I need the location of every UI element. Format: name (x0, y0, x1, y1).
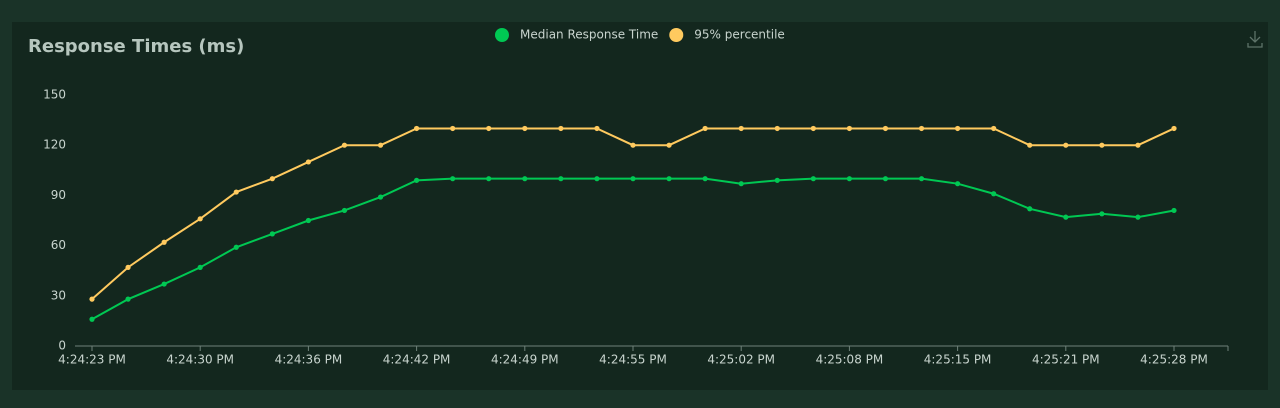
data-point (1063, 142, 1069, 148)
data-point (1027, 142, 1033, 148)
data-point (269, 231, 275, 237)
y-tick-label: 120 (43, 138, 66, 152)
data-point (810, 176, 816, 182)
data-point (197, 216, 203, 222)
chart-title: Response Times (ms) (28, 36, 244, 57)
data-point (89, 316, 95, 322)
data-point (558, 125, 564, 132)
x-tick-label: 4:25:21 PM (1032, 353, 1100, 367)
data-point (774, 177, 780, 183)
y-tick-label: 30 (51, 288, 66, 302)
data-point (702, 176, 708, 182)
data-point (594, 125, 600, 132)
data-point (666, 142, 672, 148)
data-point (1099, 142, 1105, 148)
data-point (738, 125, 744, 132)
data-point (414, 125, 420, 132)
data-point (269, 176, 275, 182)
data-point (1135, 142, 1141, 148)
data-point (486, 125, 492, 132)
legend-swatch (669, 28, 684, 42)
data-point (630, 176, 636, 182)
data-point (197, 264, 203, 270)
data-point (1171, 207, 1177, 214)
data-point (522, 176, 528, 182)
x-tick-label: 4:24:30 PM (166, 353, 234, 367)
data-point (341, 142, 348, 148)
x-tick-label: 4:24:23 PM (58, 353, 126, 367)
y-tick-label: 0 (58, 339, 66, 353)
x-tick-label: 4:24:36 PM (275, 353, 343, 367)
legend-label: 95% percentile (694, 28, 785, 42)
legend-swatch (495, 28, 509, 42)
data-point (377, 142, 384, 148)
data-point (161, 239, 167, 245)
data-point (414, 177, 420, 183)
data-point (1171, 125, 1177, 132)
data-point (1135, 214, 1141, 220)
data-point (305, 159, 311, 165)
x-tick-label: 4:25:15 PM (924, 353, 992, 367)
data-point (666, 176, 672, 182)
data-point (991, 191, 997, 197)
data-point (450, 125, 456, 132)
data-point (341, 207, 348, 214)
data-point (774, 125, 780, 132)
data-point (486, 176, 492, 182)
data-point (125, 296, 131, 302)
data-point (630, 142, 636, 148)
x-tick-label: 4:24:42 PM (383, 353, 451, 367)
data-point (558, 176, 564, 182)
data-point (882, 176, 889, 182)
data-point (233, 189, 239, 195)
data-point (1027, 206, 1033, 212)
data-point (810, 125, 816, 132)
x-tick-label: 4:24:49 PM (491, 353, 559, 367)
data-point (1063, 214, 1069, 220)
y-tick-label: 90 (51, 188, 66, 202)
data-point (233, 244, 239, 250)
y-tick-label: 60 (51, 238, 66, 252)
data-point (846, 125, 853, 132)
data-point (738, 181, 744, 187)
data-point (305, 217, 311, 224)
data-point (522, 125, 528, 132)
data-point (918, 125, 925, 132)
data-point (702, 125, 708, 132)
legend-label: Median Response Time (520, 28, 658, 42)
data-point (918, 176, 925, 182)
data-point (594, 176, 600, 182)
data-point (991, 125, 997, 132)
data-point (89, 296, 95, 302)
data-point (846, 176, 853, 182)
data-point (161, 281, 167, 287)
data-point (955, 181, 961, 187)
x-tick-label: 4:24:55 PM (599, 353, 667, 367)
y-tick-label: 150 (43, 88, 66, 102)
data-point (1099, 211, 1105, 217)
data-point (125, 264, 131, 270)
data-point (377, 194, 384, 200)
panel (12, 22, 1268, 390)
data-point (882, 125, 889, 132)
x-tick-label: 4:25:02 PM (707, 353, 775, 367)
download-icon[interactable] (1247, 31, 1263, 48)
data-point (955, 125, 961, 132)
x-tick-label: 4:25:28 PM (1140, 353, 1208, 367)
data-point (450, 176, 456, 182)
x-tick-label: 4:25:08 PM (816, 353, 884, 367)
